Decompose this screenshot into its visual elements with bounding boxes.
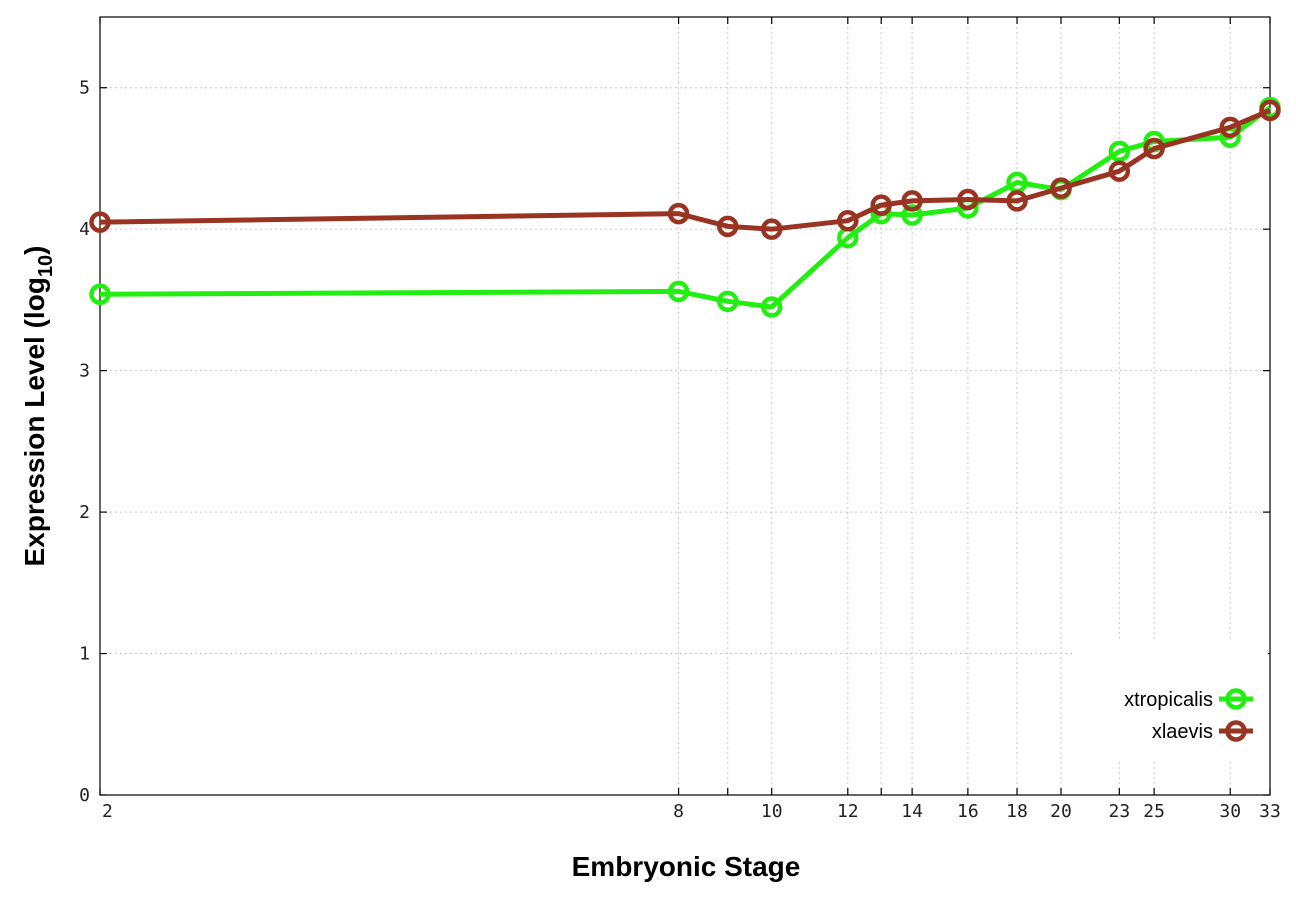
y-tick-label-3: 3 [79,361,90,382]
x-axis-title: Embryonic Stage [572,851,801,882]
data-point-xlaevis-20 [1050,177,1072,199]
legend-marker-xtropicalis [1225,688,1247,710]
data-point-xtropicalis-10 [760,296,783,318]
plot-area [99,16,1271,796]
x-tick-label-25: 25 [1143,801,1165,822]
x-tick-label-10: 10 [761,801,783,822]
legend: xtropicalis xlaevis [1124,688,1253,743]
data-point-xlaevis-16 [957,188,979,211]
y-tick-label-5: 5 [79,78,90,99]
y-tick-label-4: 4 [79,219,90,240]
legend-label-xlaevis: xlaevis [1152,721,1213,743]
series-layer [89,96,1281,318]
x-tick-label-23: 23 [1108,801,1130,822]
x-tick-label-2: 2 [102,801,113,822]
data-point-xtropicalis-9 [716,290,739,313]
legend-box [1072,642,1268,762]
x-tick-label-30: 30 [1219,801,1241,822]
data-point-xlaevis-18 [1006,190,1028,212]
data-point-xlaevis-13 [870,194,892,216]
data-point-xlaevis-9 [716,215,739,238]
legend-marker-xlaevis [1225,720,1247,742]
data-point-xlaevis-8 [667,202,690,225]
y-axis-title-main: Expression Level (log [19,277,50,566]
data-point-xlaevis-10 [760,218,783,240]
data-point-xlaevis-23 [1108,160,1131,182]
x-tick-label-33: 33 [1259,801,1281,822]
data-point-xlaevis-2 [89,211,111,233]
data-point-xlaevis-14 [901,190,923,212]
y-axis-title: Expression Level (log10) [19,246,57,567]
data-point-xtropicalis-2 [89,283,111,305]
y-tick-label-2: 2 [79,502,90,523]
data-point-xlaevis-12 [837,209,859,232]
y-tick-label-1: 1 [79,644,90,665]
series-xlaevis [89,99,1281,240]
data-point-xlaevis-25 [1143,137,1165,160]
legend-label-xtropicalis: xtropicalis [1124,689,1213,711]
x-tick-label-16: 16 [957,801,979,822]
data-point-xlaevis-33 [1259,99,1281,122]
x-tick-label-18: 18 [1006,801,1028,822]
data-point-xtropicalis-23 [1108,140,1131,163]
data-point-xtropicalis-8 [667,280,690,303]
y-tick-label-0: 0 [79,785,90,806]
x-tick-label-8: 8 [673,801,684,822]
x-tick-label-20: 20 [1050,801,1072,822]
y-axis-title-subscript: 10 [35,255,57,277]
y-axis-title-close: ) [19,246,50,255]
data-point-xtropicalis-14 [901,204,923,226]
x-tick-label-14: 14 [901,801,923,822]
x-tick-label-12: 12 [837,801,859,822]
data-point-xlaevis-30 [1219,116,1241,139]
